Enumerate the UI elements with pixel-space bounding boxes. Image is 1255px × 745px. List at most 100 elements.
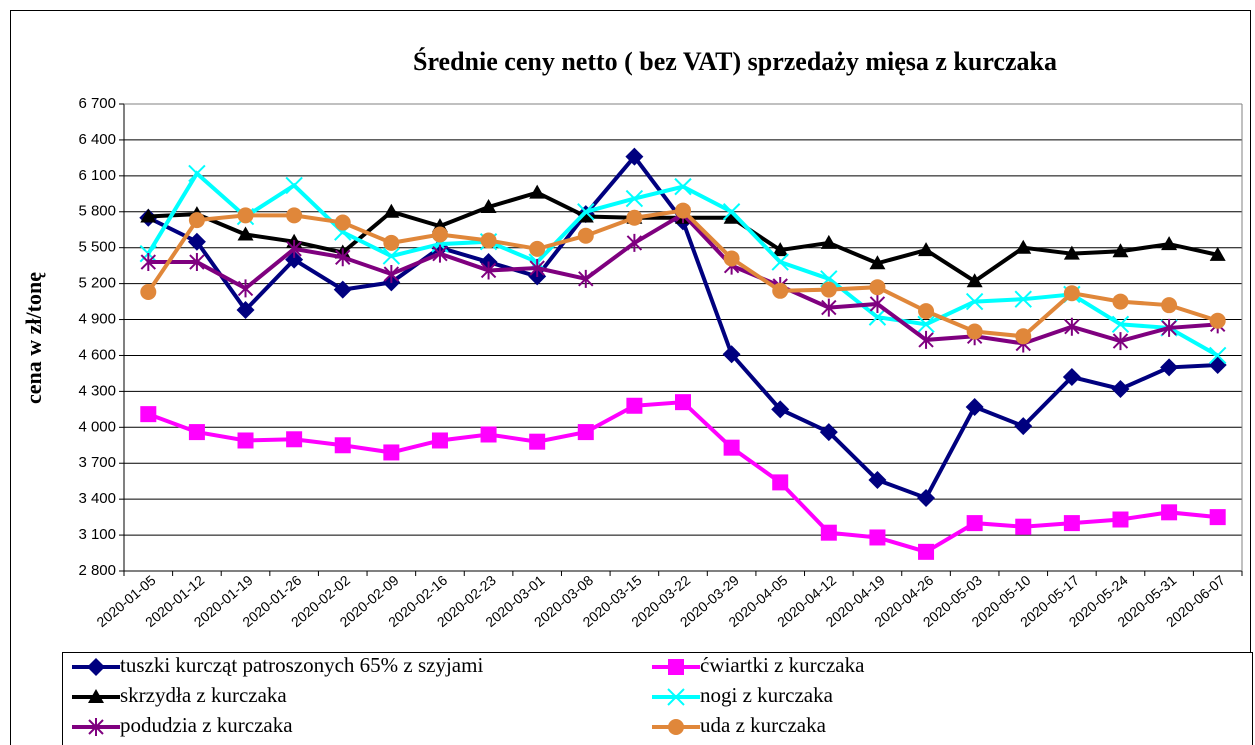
marker xyxy=(577,208,594,223)
marker xyxy=(723,209,740,224)
marker xyxy=(237,226,254,241)
marker xyxy=(820,524,837,541)
marker xyxy=(771,400,790,419)
marker xyxy=(1161,236,1178,251)
marker xyxy=(431,432,448,449)
marker xyxy=(821,298,837,317)
marker xyxy=(140,208,157,223)
marker xyxy=(1161,318,1177,337)
marker xyxy=(772,242,789,257)
marker xyxy=(1062,368,1081,387)
marker xyxy=(723,439,740,456)
marker xyxy=(334,214,351,231)
marker xyxy=(1112,293,1129,310)
marker xyxy=(333,280,352,299)
marker xyxy=(237,207,254,224)
marker xyxy=(918,303,935,320)
y-tick-label: 2 800 xyxy=(78,562,116,579)
marker xyxy=(917,315,935,334)
marker xyxy=(675,394,691,411)
marker xyxy=(480,232,497,249)
marker xyxy=(1208,356,1227,375)
marker xyxy=(1209,312,1226,329)
legend-label: podudzia z kurczaka xyxy=(120,713,293,737)
marker xyxy=(626,233,643,252)
marker xyxy=(966,323,983,340)
legend-label: nogi z kurczaka xyxy=(700,683,834,707)
marker xyxy=(820,234,837,249)
y-tick-label: 3 700 xyxy=(78,454,116,471)
marker xyxy=(1015,239,1032,254)
marker xyxy=(819,423,838,442)
marker xyxy=(1209,509,1226,526)
series-line xyxy=(146,170,1219,358)
y-tick-label: 4 000 xyxy=(78,418,116,435)
marker xyxy=(918,242,935,257)
y-tick-label: 4 600 xyxy=(78,346,116,363)
marker xyxy=(820,281,837,298)
marker xyxy=(674,177,692,196)
marker xyxy=(675,202,691,219)
marker xyxy=(722,345,741,364)
marker xyxy=(87,658,105,676)
series-line xyxy=(147,400,1218,555)
marker xyxy=(1161,297,1178,314)
marker xyxy=(1063,285,1080,302)
marker xyxy=(1014,290,1032,308)
marker xyxy=(140,283,157,300)
marker xyxy=(965,292,984,311)
y-tick-label: 6 700 xyxy=(78,95,116,112)
marker xyxy=(432,244,448,263)
y-tick-label: 6 100 xyxy=(78,167,116,184)
marker xyxy=(626,397,643,414)
marker xyxy=(771,253,789,271)
y-tick-label: 5 200 xyxy=(78,275,116,292)
marker xyxy=(869,294,886,313)
y-tick-label: 4 900 xyxy=(78,311,116,328)
legend-label: uda z kurczaka xyxy=(700,713,827,737)
y-tick-label: 6 400 xyxy=(78,131,116,148)
marker xyxy=(577,424,594,441)
marker xyxy=(189,253,205,272)
marker xyxy=(383,444,400,461)
marker xyxy=(1111,379,1130,398)
marker xyxy=(188,424,205,441)
marker xyxy=(1208,346,1227,365)
marker xyxy=(626,209,643,226)
marker xyxy=(286,207,303,224)
marker xyxy=(868,308,887,326)
marker xyxy=(383,234,400,251)
marker xyxy=(1015,328,1032,345)
marker xyxy=(1209,246,1226,261)
marker xyxy=(918,543,935,560)
marker xyxy=(966,273,983,288)
marker xyxy=(966,515,983,532)
marker xyxy=(869,255,886,270)
marker xyxy=(286,239,302,258)
y-tick-label: 3 100 xyxy=(78,526,116,543)
marker xyxy=(869,529,886,546)
marker xyxy=(480,426,497,443)
marker xyxy=(88,689,104,703)
series-line xyxy=(148,211,1218,346)
marker xyxy=(625,189,644,208)
marker xyxy=(1112,332,1129,351)
marker xyxy=(188,212,205,229)
marker xyxy=(625,147,644,166)
marker xyxy=(723,250,740,267)
marker xyxy=(529,259,545,278)
y-tick-label: 3 400 xyxy=(78,490,116,507)
marker xyxy=(1064,317,1080,336)
marker xyxy=(965,397,984,416)
marker xyxy=(917,488,936,507)
marker xyxy=(140,253,157,272)
marker xyxy=(918,330,934,349)
marker xyxy=(772,474,789,491)
legend-label: ćwiartki z kurczaka xyxy=(700,653,865,677)
marker xyxy=(335,248,351,267)
marker xyxy=(236,300,255,319)
marker xyxy=(188,164,206,183)
marker xyxy=(480,198,497,213)
legend-label: tuszki kurcząt patroszonych 65% z szyjam… xyxy=(120,653,483,677)
